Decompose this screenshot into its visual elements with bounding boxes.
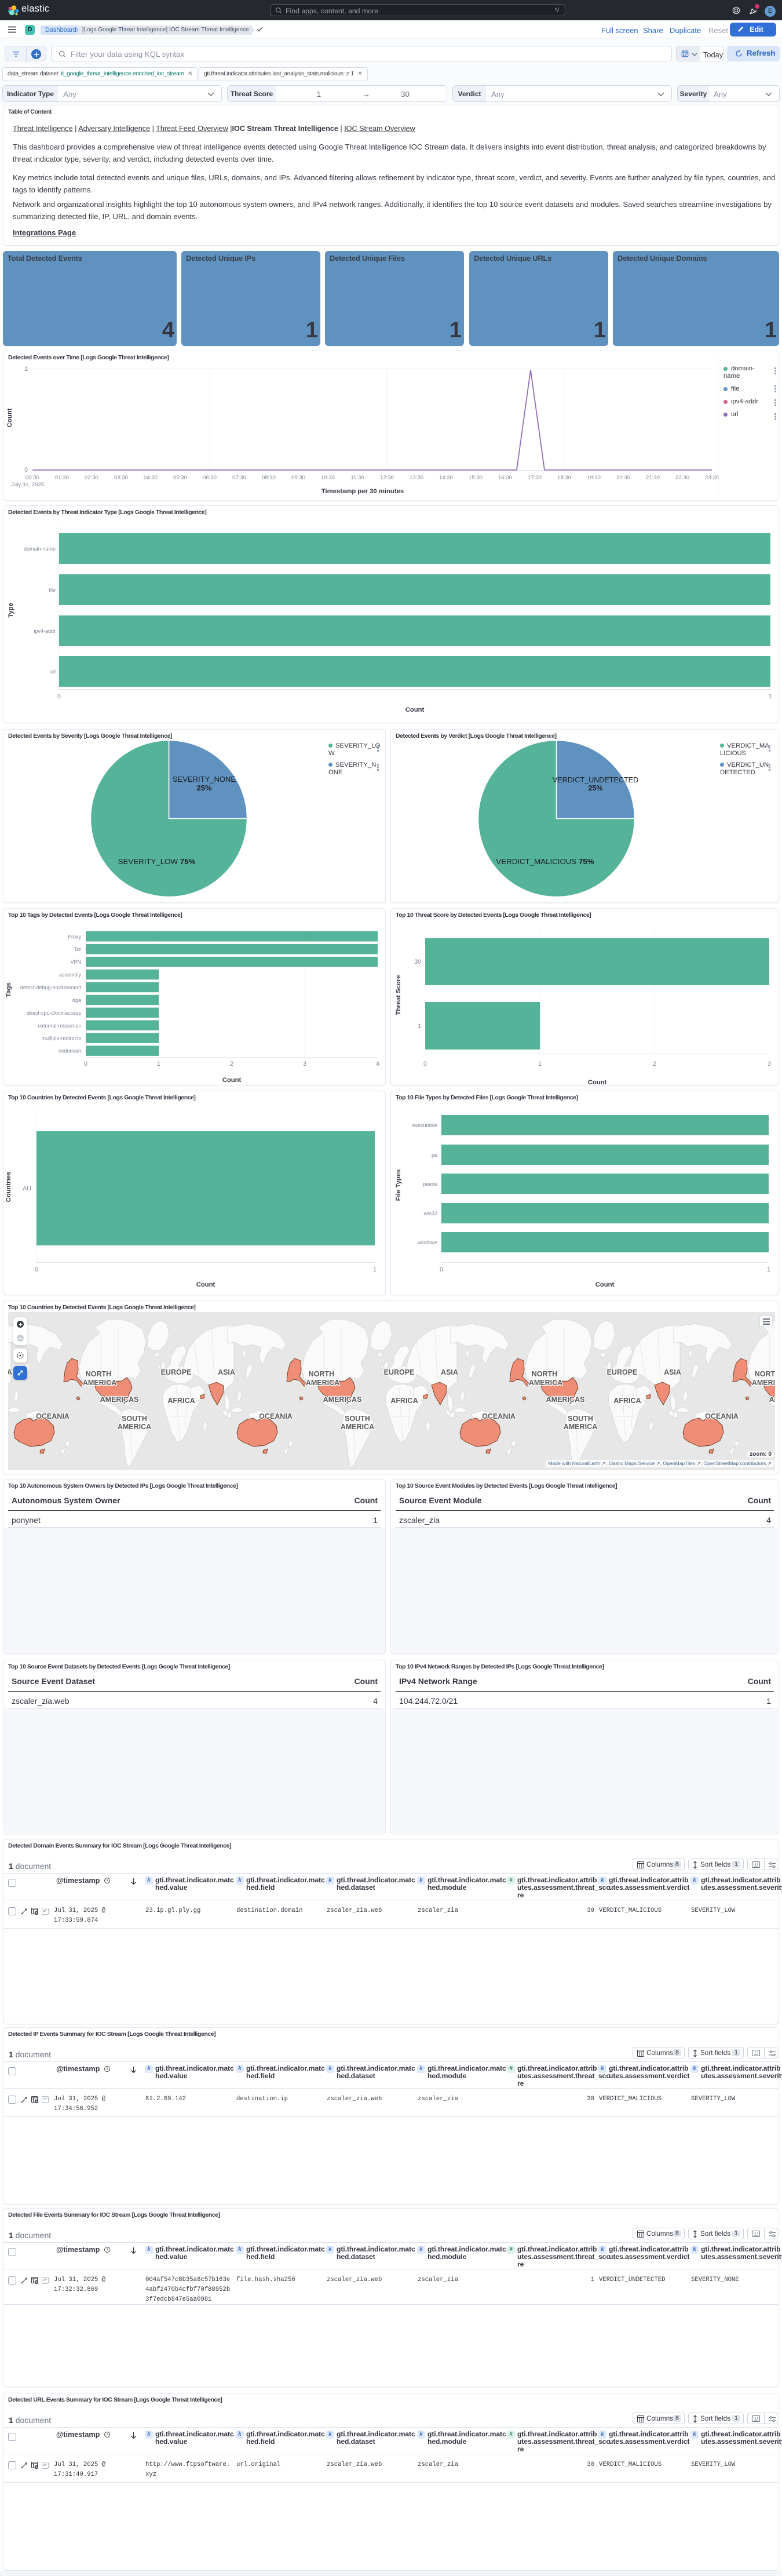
svg-text:1: 1 [538, 1061, 542, 1067]
svg-text:1: 1 [769, 693, 772, 700]
svg-text:pe: pe [432, 1152, 437, 1158]
svg-text:0: 0 [440, 1266, 443, 1273]
svg-text:executable: executable [412, 1123, 437, 1128]
svg-text:Threat Score: Threat Score [395, 975, 402, 1015]
svg-text:30: 30 [414, 959, 421, 965]
svg-text:Type: Type [8, 603, 14, 618]
svg-text:Count: Count [588, 1079, 607, 1085]
svg-text:domain-name: domain-name [24, 546, 56, 552]
svg-text:Count: Count [6, 408, 13, 427]
svg-text:Countries: Countries [5, 1172, 12, 1203]
svg-text:0: 0 [24, 467, 28, 473]
svg-text:4: 4 [376, 1061, 379, 1067]
svg-text:Count: Count [405, 706, 425, 713]
svg-text:0: 0 [57, 693, 61, 700]
svg-text:url: url [50, 669, 56, 675]
svg-text:peexe: peexe [423, 1181, 437, 1187]
svg-text:1: 1 [418, 1023, 421, 1030]
svg-text:win32: win32 [423, 1211, 437, 1216]
svg-text:Count: Count [595, 1281, 615, 1288]
svg-text:3: 3 [768, 1061, 771, 1067]
svg-text:Count: Count [222, 1077, 242, 1084]
svg-text:multiple-redirects: multiple-redirects [41, 1036, 81, 1041]
svg-text:Proxy: Proxy [68, 934, 82, 939]
svg-text:1: 1 [157, 1061, 160, 1067]
svg-text:3: 3 [303, 1061, 306, 1067]
svg-text:VPN: VPN [70, 959, 81, 965]
svg-text:0: 0 [84, 1061, 87, 1067]
svg-text:File Types: File Types [395, 1169, 402, 1201]
svg-text:windows: windows [416, 1240, 437, 1245]
svg-text:nxdomain: nxdomain [59, 1048, 81, 1054]
svg-text:assembly: assembly [59, 972, 82, 978]
svg-text:Tags: Tags [5, 982, 12, 997]
svg-text:2: 2 [653, 1061, 656, 1067]
svg-text:1: 1 [24, 366, 28, 373]
svg-text:external-resources: external-resources [38, 1023, 81, 1029]
svg-text:0: 0 [423, 1061, 427, 1067]
svg-text:0: 0 [35, 1266, 38, 1273]
svg-text:Count: Count [196, 1281, 215, 1288]
svg-text:direct-cpu-clock-access: direct-cpu-clock-access [27, 1010, 82, 1016]
svg-text:dga: dga [72, 997, 81, 1003]
svg-text:file: file [49, 587, 56, 593]
svg-text:AU: AU [23, 1185, 31, 1192]
svg-text:detect-debug-environment: detect-debug-environment [20, 985, 82, 990]
svg-text:Tor: Tor [74, 946, 81, 952]
svg-text:1: 1 [767, 1266, 770, 1273]
svg-text:ipv4-addr: ipv4-addr [34, 628, 56, 634]
svg-text:1: 1 [373, 1266, 377, 1273]
svg-text:2: 2 [230, 1061, 233, 1067]
